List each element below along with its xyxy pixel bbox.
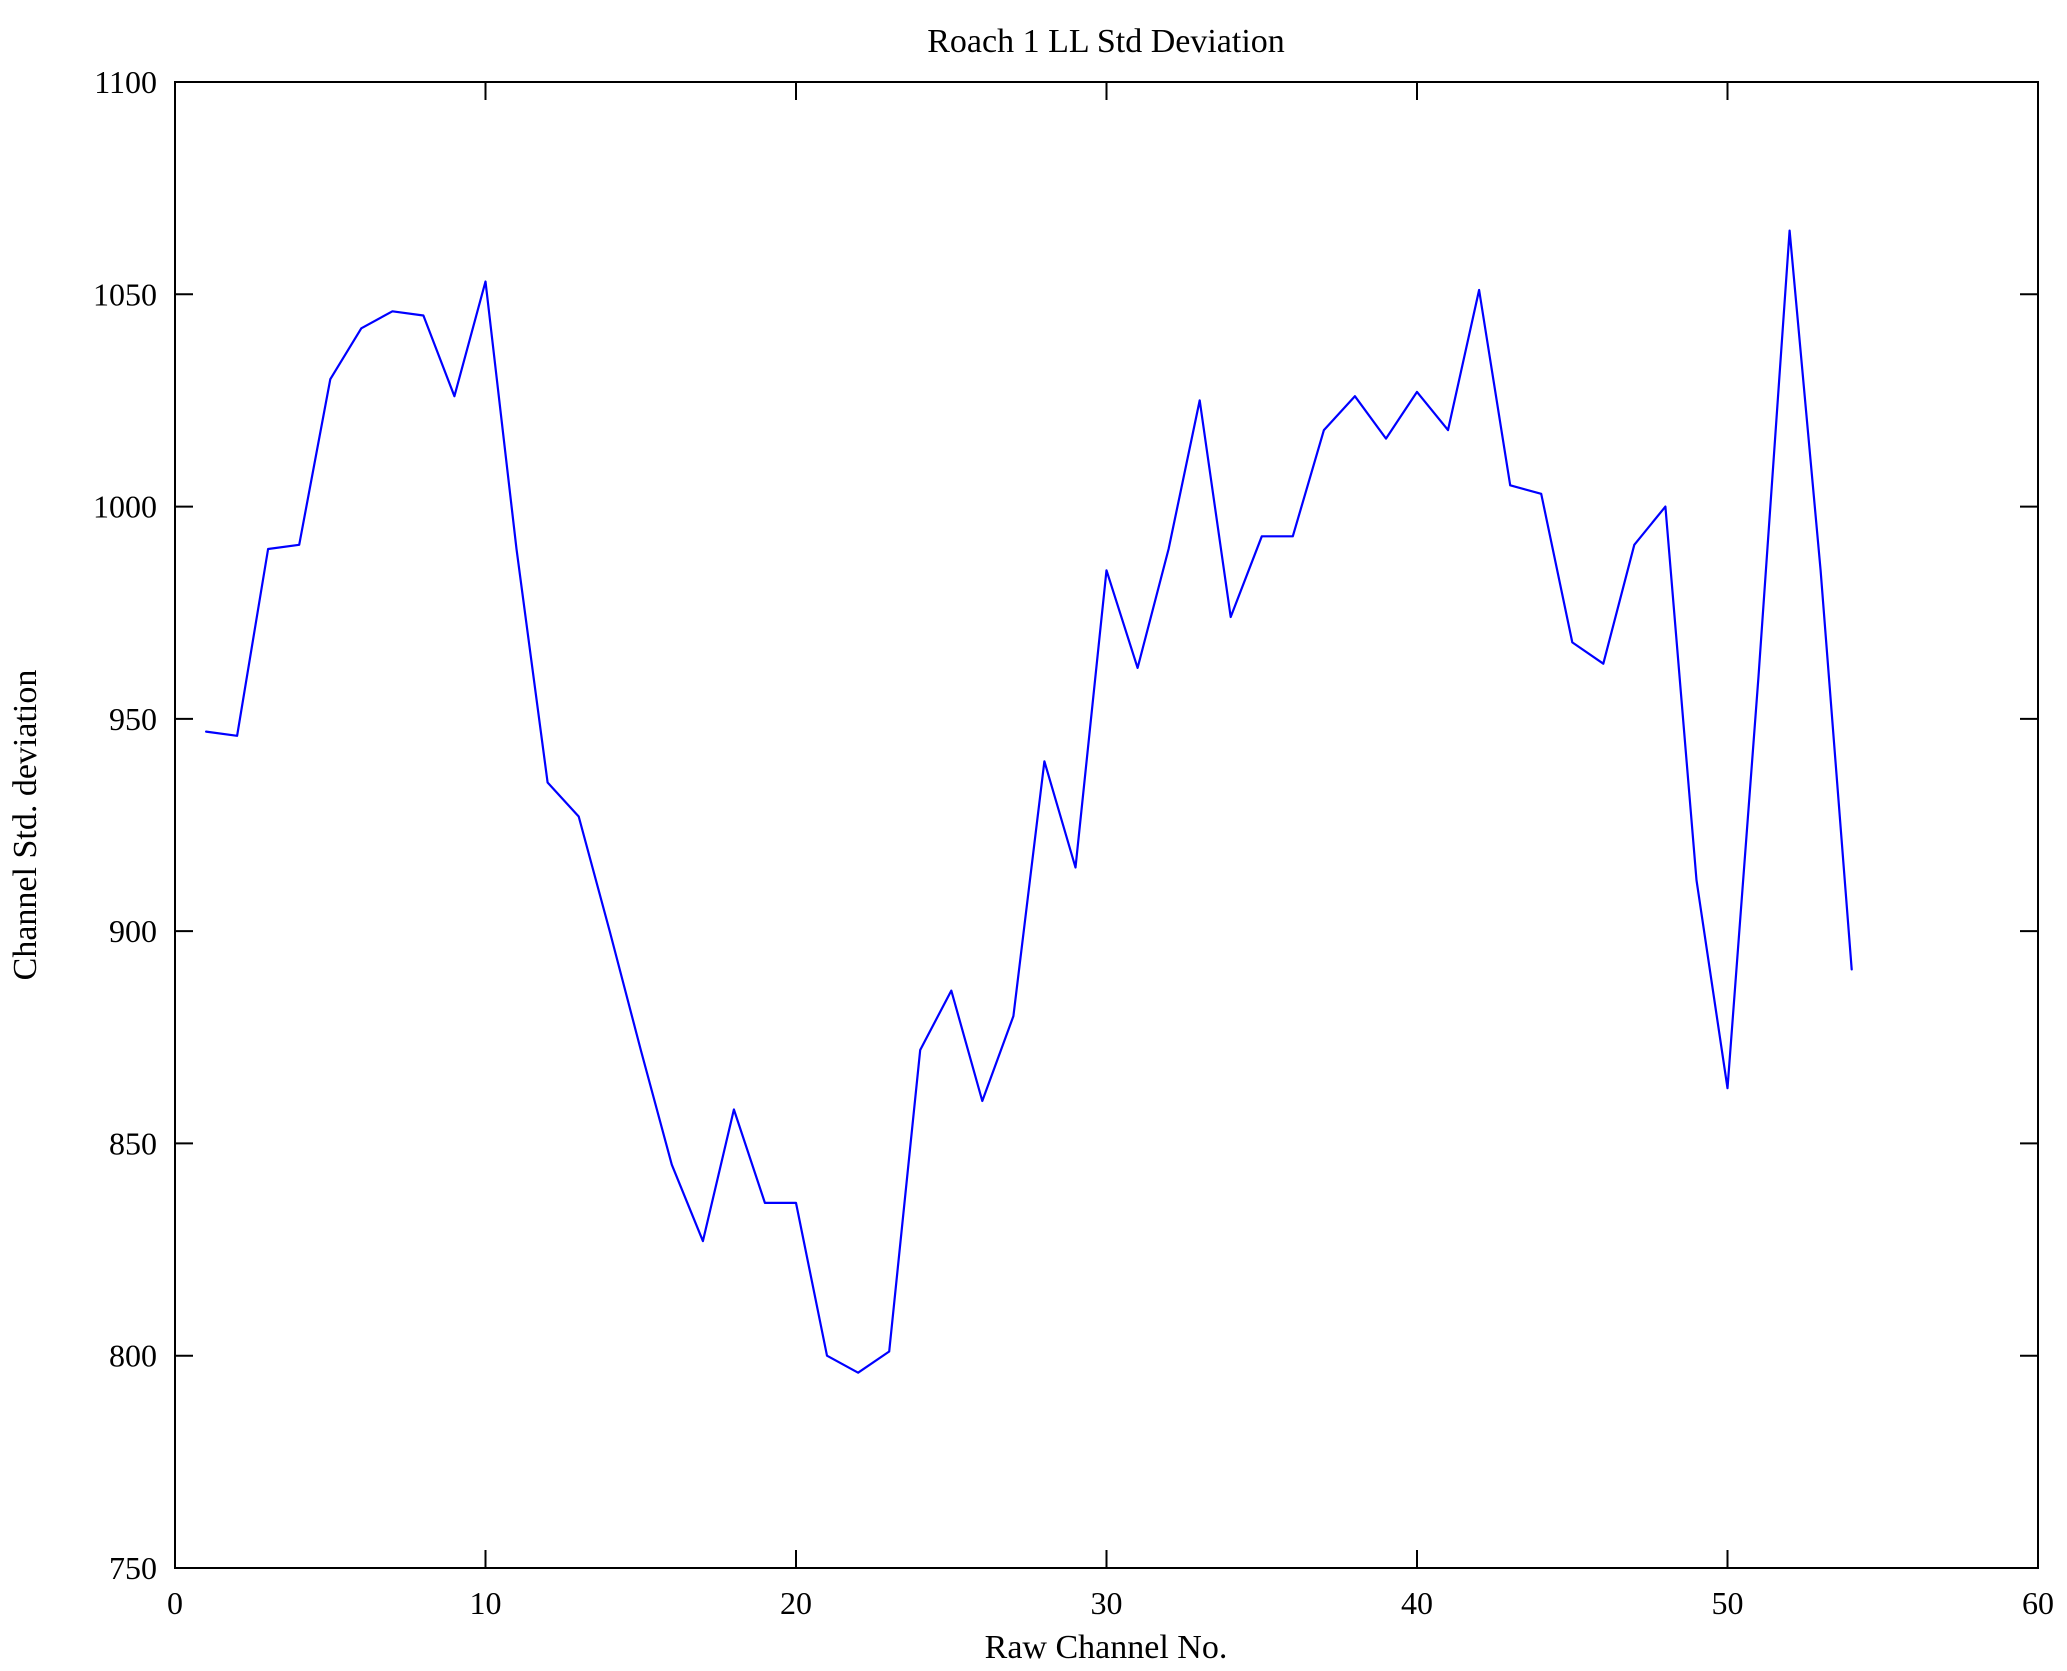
y-tick-label: 950	[109, 701, 157, 737]
y-tick-label: 800	[109, 1338, 157, 1374]
y-tick-label: 1000	[93, 489, 157, 525]
y-tick-label: 850	[109, 1125, 157, 1161]
y-axis-label: Channel Std. deviation	[7, 670, 44, 981]
y-tick-label: 1050	[93, 276, 157, 312]
x-tick-label: 30	[1091, 1585, 1123, 1621]
x-tick-label: 10	[470, 1585, 502, 1621]
y-tick-label: 1100	[94, 64, 157, 100]
x-tick-label: 40	[1401, 1585, 1433, 1621]
plot-area: 0 10 20 30 40 50 60 750 800 850 900 950 1000 1050 1100	[93, 64, 2054, 1621]
chart-title: Roach 1 LL Std Deviation	[927, 23, 1285, 60]
data-line	[205, 229, 1853, 1374]
x-tick-label: 0	[167, 1585, 183, 1621]
y-tick-label: 900	[109, 913, 157, 949]
x-tick-label: 20	[780, 1585, 812, 1621]
x-tick-label: 60	[2022, 1585, 2054, 1621]
plot-border	[174, 81, 2039, 1569]
x-axis-label: Raw Channel No.	[985, 1629, 1228, 1666]
x-tick-label: 50	[1712, 1585, 1744, 1621]
y-tick-label: 750	[109, 1550, 157, 1586]
